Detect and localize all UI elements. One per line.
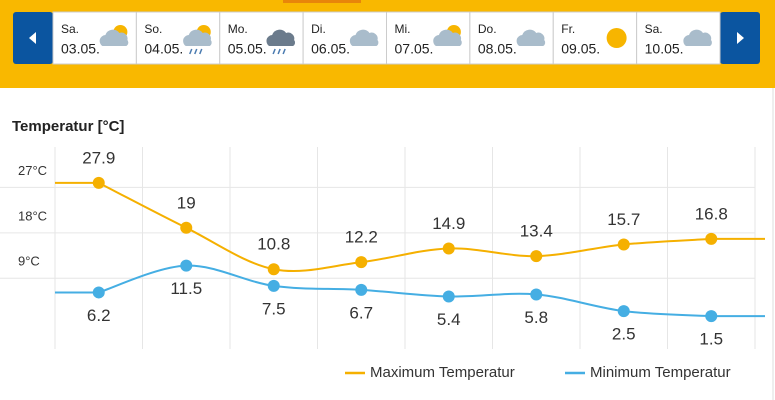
active-tab (283, 0, 361, 3)
data-point (442, 242, 455, 255)
day-name: Fr. (561, 22, 575, 36)
day-date: 04.05. (144, 41, 183, 57)
data-label: 11.5 (170, 279, 202, 298)
day-name: Do. (478, 22, 497, 36)
data-point (267, 279, 280, 292)
day-name: Sa. (645, 22, 663, 36)
day-date: 03.05. (61, 41, 100, 57)
day-date: 08.05. (478, 41, 517, 57)
data-label: 5.4 (437, 310, 461, 329)
data-point (705, 232, 718, 245)
data-point (530, 250, 543, 263)
data-label: 10.8 (257, 235, 290, 254)
data-point (267, 263, 280, 276)
data-label: 5.8 (524, 308, 548, 327)
data-point (355, 283, 368, 296)
y-tick-label: 27°C (18, 163, 47, 178)
series-line (55, 264, 765, 318)
rain-icon (194, 48, 198, 55)
cloud-icon (183, 29, 212, 46)
data-point (92, 176, 105, 189)
cloud-icon (99, 29, 129, 46)
y-tick-label: 18°C (18, 208, 47, 223)
rain-icon (282, 48, 286, 55)
data-label: 6.7 (349, 303, 373, 322)
day-date: 05.05. (228, 41, 267, 57)
legend-label: Minimum Temperatur (590, 364, 731, 381)
day-date: 07.05. (395, 41, 434, 57)
day-name: So. (144, 22, 162, 36)
data-label: 6.2 (87, 306, 111, 325)
rain-icon (272, 48, 276, 55)
day-date: 06.05. (311, 41, 350, 57)
data-point (530, 288, 543, 301)
data-point (617, 238, 630, 251)
y-tick-label: 9°C (18, 254, 40, 269)
data-label: 15.7 (607, 210, 640, 229)
data-label: 14.9 (432, 214, 465, 233)
day-date: 10.05. (645, 41, 684, 57)
data-point (180, 221, 193, 234)
cloud-icon (349, 29, 379, 46)
day-date: 09.05. (561, 41, 600, 57)
day-name: Mo. (228, 22, 248, 36)
data-label: 19 (177, 193, 196, 212)
data-label: 1.5 (699, 330, 723, 349)
rain-icon (199, 48, 203, 55)
rain-icon (189, 48, 193, 55)
cloud-icon (266, 29, 296, 46)
data-point (442, 290, 455, 303)
next-arrow (737, 32, 744, 44)
data-point (180, 259, 193, 272)
data-label: 27.9 (82, 148, 115, 167)
prev-arrow (29, 32, 36, 44)
cloud-icon (683, 29, 712, 46)
rain-icon (277, 48, 281, 55)
legend-label: Maximum Temperatur (370, 364, 515, 381)
day-name: Sa. (61, 22, 79, 36)
data-point (355, 256, 368, 269)
day-name: Mi. (395, 22, 411, 36)
cloud-icon (433, 29, 462, 46)
data-label: 16.8 (695, 204, 728, 223)
data-label: 12.2 (345, 228, 378, 247)
sun-icon (606, 28, 627, 48)
data-point (92, 286, 105, 299)
cloud-icon (516, 29, 546, 46)
data-label: 2.5 (612, 325, 636, 344)
chart-title: Temperatur [°C] (12, 118, 124, 135)
data-point (705, 310, 718, 323)
day-name: Di. (311, 22, 326, 36)
data-label: 7.5 (262, 299, 286, 318)
data-point (617, 305, 630, 318)
data-label: 13.4 (520, 222, 553, 241)
series-line (55, 181, 765, 273)
